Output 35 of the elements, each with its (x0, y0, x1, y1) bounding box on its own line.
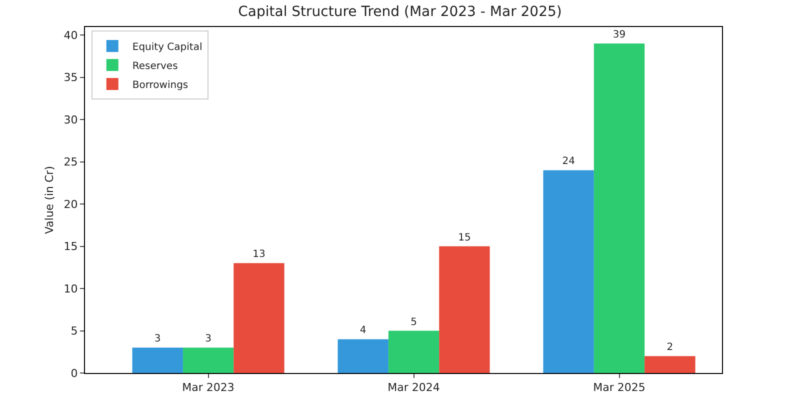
chart-title: Capital Structure Trend (Mar 2023 - Mar 2025) (238, 4, 562, 20)
bar (234, 263, 284, 373)
bar (543, 170, 594, 373)
x-tick-label: Mar 2025 (593, 381, 646, 394)
legend-label: Equity Capital (132, 42, 202, 53)
y-tick-label: 40 (64, 28, 78, 42)
y-tick-label: 15 (64, 240, 78, 254)
bar (338, 339, 388, 373)
y-tick-label: 35 (64, 71, 78, 84)
legend-label: Borrowings (132, 80, 188, 91)
data-label: 24 (562, 156, 575, 168)
y-tick-label: 5 (70, 324, 78, 338)
bar (132, 348, 183, 373)
bar (594, 43, 645, 373)
data-label: 13 (252, 249, 266, 260)
data-label: 3 (154, 334, 161, 345)
x-tick-label: Mar 2024 (388, 381, 440, 394)
y-tick-label: 30 (64, 113, 78, 126)
data-label: 39 (612, 29, 626, 40)
x-tick-label: Mar 2023 (182, 381, 234, 394)
bar (644, 356, 696, 373)
data-label: 2 (666, 342, 674, 354)
y-tick-label: 25 (64, 156, 78, 169)
bar (439, 246, 490, 373)
bar (388, 330, 440, 373)
y-axis-title: Value (in Cr) (43, 166, 56, 234)
bar (182, 348, 234, 373)
data-label: 4 (360, 325, 366, 336)
y-tick-label: 10 (64, 282, 78, 296)
y-tick-label: 20 (64, 198, 78, 211)
data-label: 5 (410, 316, 417, 328)
legend-label: Reserves (132, 60, 178, 72)
data-label: 3 (205, 334, 212, 345)
data-label: 15 (458, 232, 471, 244)
y-tick-label: 0 (70, 366, 78, 380)
